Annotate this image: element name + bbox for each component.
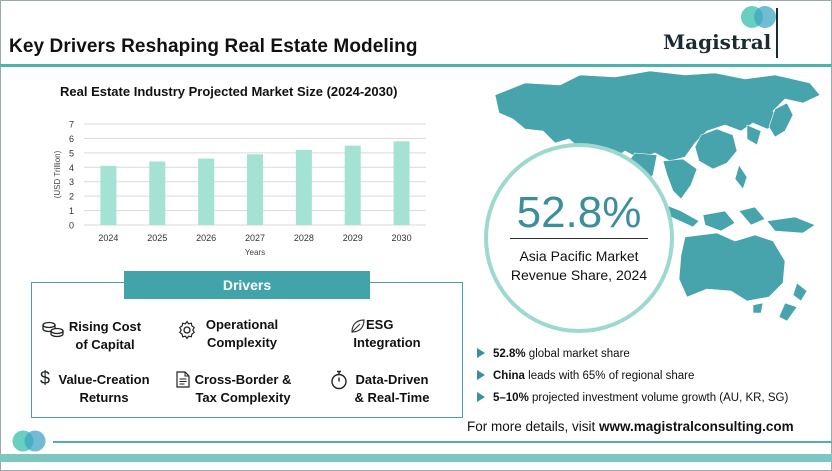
title-divider xyxy=(0,64,832,67)
driver-rising-cost: Rising Cost of Capital xyxy=(63,318,147,354)
driver-line1: Cross-Border & xyxy=(194,372,292,387)
y-tick-label: 4 xyxy=(69,163,74,173)
driver-line2: Complexity xyxy=(206,335,278,350)
driver-cross-border: Cross-Border & Tax Complexity xyxy=(190,371,296,407)
triangle-bullet-icon xyxy=(477,392,485,402)
bullet-bold: 5–10% xyxy=(493,392,529,404)
dollar-icon: $ xyxy=(40,368,51,388)
driver-operational-complexity: Operational Complexity xyxy=(198,316,286,352)
x-tick-label: 2026 xyxy=(196,233,216,243)
stat-label-line2: Revenue Share, 2024 xyxy=(510,267,648,283)
x-tick-label: 2029 xyxy=(343,233,363,243)
stat-divider xyxy=(510,238,648,239)
y-tick-label: 3 xyxy=(69,177,74,187)
y-tick-label: 0 xyxy=(69,221,74,231)
driver-line1: Operational xyxy=(205,317,279,332)
footer-circles-icon xyxy=(12,430,46,452)
bar xyxy=(149,161,166,225)
stat-label-line1: Asia Pacific Market xyxy=(519,248,639,264)
footer-text: For more details, visit www.magistralcon… xyxy=(467,419,794,434)
stat-label: Asia Pacific Market Revenue Share, 2024 xyxy=(490,247,668,285)
x-tick-label: 2030 xyxy=(392,233,412,243)
x-tick-label: 2028 xyxy=(294,233,314,243)
y-tick-label: 2 xyxy=(69,192,74,202)
driver-esg-integration: ESG Integration xyxy=(342,316,432,352)
driver-line1: Value-Creation xyxy=(58,372,150,387)
coins-icon xyxy=(42,321,64,338)
gear-icon xyxy=(179,320,195,340)
footer-url-link[interactable]: www.magistralconsulting.com xyxy=(599,419,794,434)
driver-line1: Rising Cost xyxy=(68,319,142,334)
footer-band xyxy=(0,454,832,462)
bar xyxy=(247,154,263,225)
bullet-item: 52.8% global market share xyxy=(477,348,630,360)
driver-line1: ESG xyxy=(366,317,394,332)
page-title: Key Drivers Reshaping Real Estate Modeli… xyxy=(9,36,418,57)
bullet-bold: 52.8% xyxy=(493,348,526,360)
driver-data-driven: Data-Driven & Real-Time xyxy=(346,371,438,407)
y-tick-label: 7 xyxy=(69,120,74,130)
bullet-item: China leads with 65% of regional share xyxy=(477,370,694,382)
stat-value: 52.8% xyxy=(516,188,642,237)
bar xyxy=(344,145,361,225)
bar xyxy=(198,158,215,225)
bullet-text: global market share xyxy=(525,348,630,360)
document-icon xyxy=(176,371,190,388)
x-tick-label: 2025 xyxy=(147,233,167,243)
y-tick-label: 6 xyxy=(69,134,74,144)
x-tick-label: 2024 xyxy=(98,233,118,243)
driver-line1: Data-Driven xyxy=(355,372,429,387)
stopwatch-icon xyxy=(331,370,347,390)
logo-divider xyxy=(776,8,778,58)
x-axis-label: Years xyxy=(245,248,265,257)
leaf-icon xyxy=(351,319,365,333)
bar xyxy=(100,165,117,225)
triangle-bullet-icon xyxy=(477,348,485,358)
driver-line2: Tax Complexity xyxy=(195,390,291,405)
bullet-bold: China xyxy=(493,370,525,382)
bullet-text: leads with 65% of regional share xyxy=(524,370,695,382)
y-tick-label: 5 xyxy=(69,148,74,158)
y-tick-label: 1 xyxy=(69,206,74,216)
logo-circles-icon xyxy=(741,6,776,28)
chart-title: Real Estate Industry Projected Market Si… xyxy=(60,84,398,99)
bar xyxy=(393,141,410,225)
footer-prefix: For more details, visit xyxy=(467,419,600,434)
bullet-text: projected investment volume growth (AU, … xyxy=(528,392,789,404)
driver-line2: of Capital xyxy=(75,337,135,352)
logo-wordmark: Magistral xyxy=(663,30,772,54)
triangle-bullet-icon xyxy=(477,370,485,380)
driver-line2: & Real-Time xyxy=(354,390,430,405)
driver-line2: Integration xyxy=(353,335,421,350)
y-axis-label: (USD Trillion) xyxy=(53,150,62,198)
driver-value-creation: Value-Creation Returns xyxy=(52,371,156,407)
market-size-chart: 0 1 2 3 4 5 6 7 2024 2025 2026 2027 2028 2029 2030 Year… xyxy=(53,120,426,257)
footer-divider xyxy=(53,441,832,443)
x-tick-label: 2027 xyxy=(245,233,265,243)
bar xyxy=(295,149,312,225)
driver-line2: Returns xyxy=(79,390,129,405)
drivers-title: Drivers xyxy=(124,271,370,299)
bullet-item: 5–10% projected investment volume growth… xyxy=(477,392,788,404)
